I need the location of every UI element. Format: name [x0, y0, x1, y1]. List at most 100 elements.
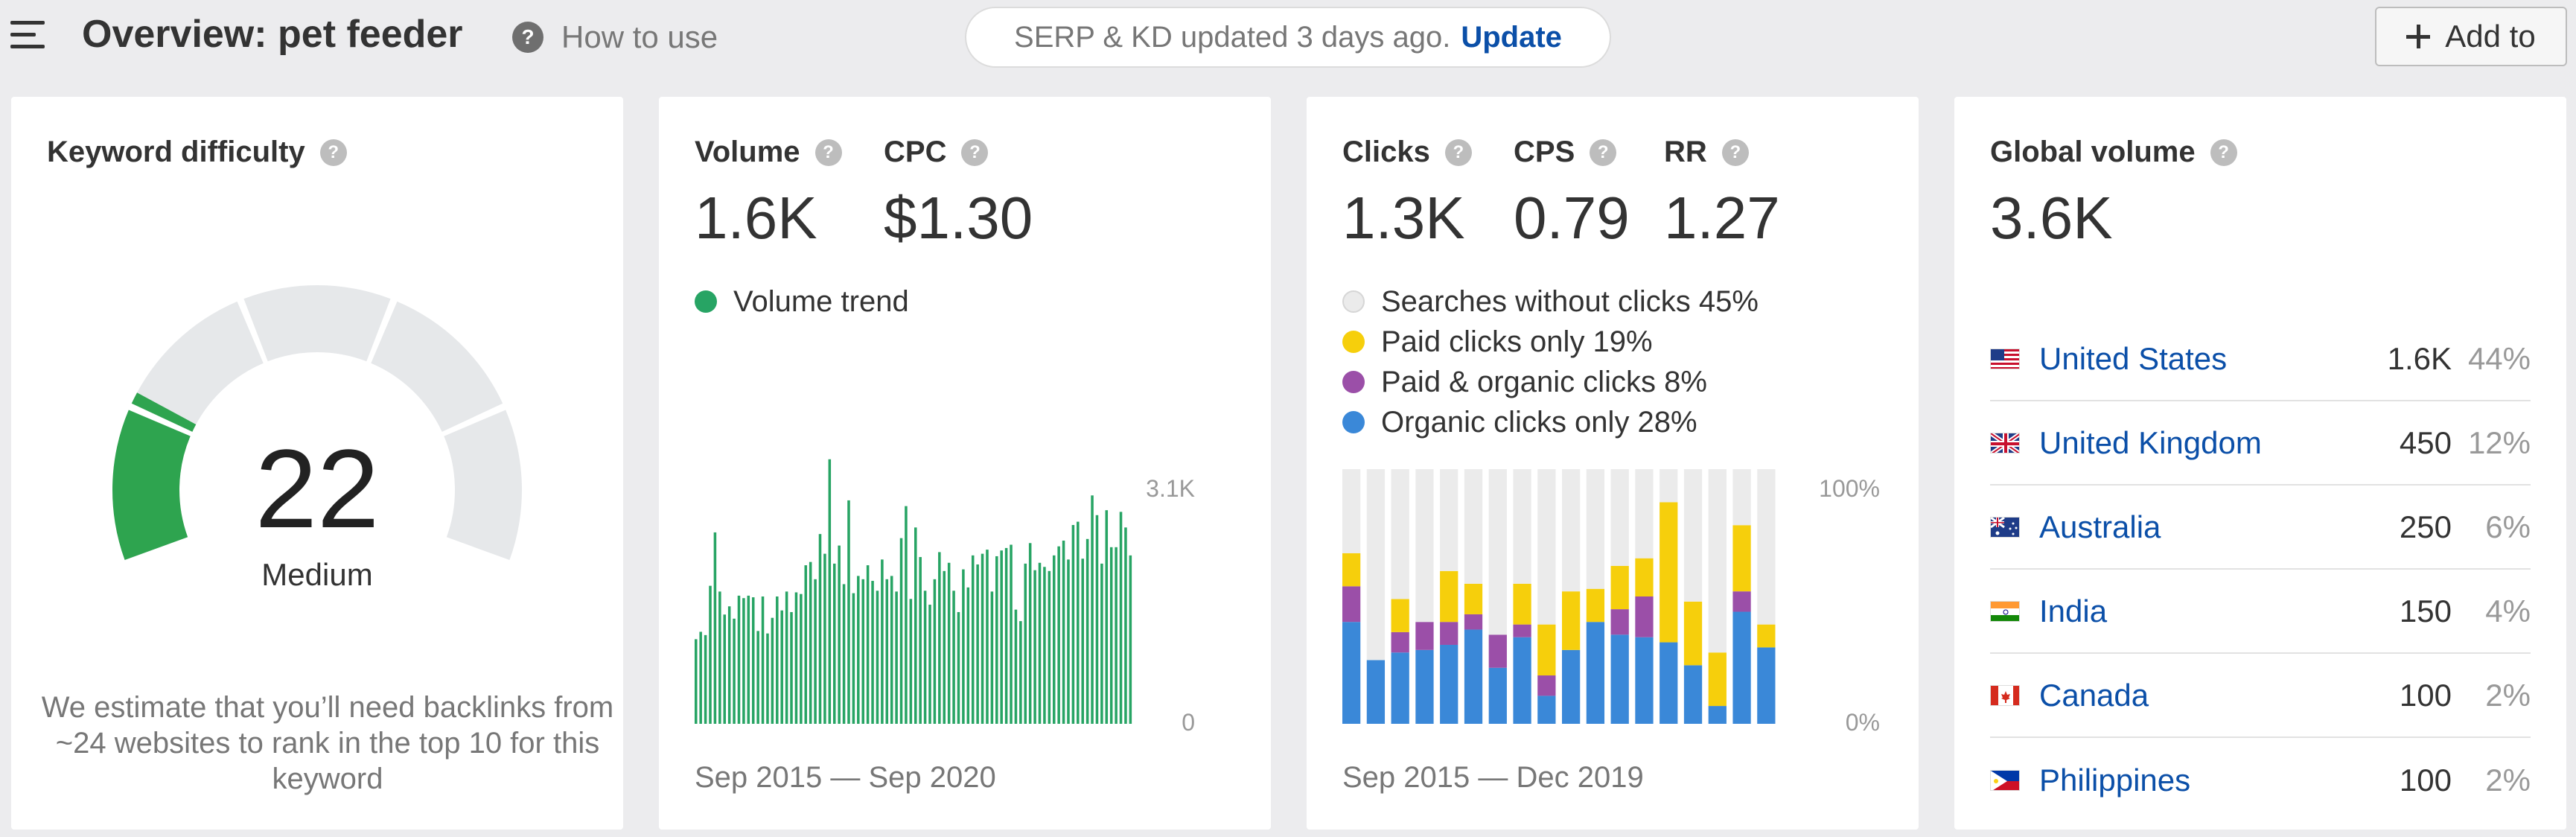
- no-clicks-segment[interactable]: [1342, 469, 1361, 553]
- country-name-link[interactable]: Australia: [2039, 509, 2161, 544]
- no-clicks-segment[interactable]: [1464, 469, 1483, 584]
- volume-bar[interactable]: [727, 606, 731, 724]
- volume-bar[interactable]: [990, 591, 994, 724]
- volume-bar[interactable]: [861, 579, 864, 724]
- volume-bar[interactable]: [899, 538, 903, 724]
- volume-bar[interactable]: [966, 587, 970, 724]
- volume-bar[interactable]: [986, 550, 989, 724]
- volume-bar[interactable]: [709, 585, 712, 724]
- volume-bar[interactable]: [800, 593, 803, 724]
- paid-organic-segment[interactable]: [1391, 631, 1409, 653]
- volume-bar[interactable]: [733, 618, 736, 724]
- volume-bar[interactable]: [938, 552, 941, 724]
- paid-organic-segment[interactable]: [1440, 622, 1458, 645]
- volume-bar[interactable]: [785, 591, 788, 724]
- volume-bar[interactable]: [976, 564, 979, 724]
- volume-bar[interactable]: [962, 569, 965, 724]
- volume-bar[interactable]: [1014, 609, 1018, 724]
- no-clicks-segment[interactable]: [1732, 469, 1751, 526]
- volume-bar[interactable]: [742, 598, 745, 724]
- paid-clicks-segment[interactable]: [1708, 652, 1727, 707]
- paid-clicks-segment[interactable]: [1513, 583, 1531, 625]
- volume-bar[interactable]: [776, 596, 779, 724]
- organic-clicks-segment[interactable]: [1683, 665, 1703, 724]
- paid-clicks-segment[interactable]: [1635, 558, 1654, 596]
- no-clicks-segment[interactable]: [1513, 469, 1531, 584]
- volume-bar[interactable]: [947, 562, 951, 724]
- volume-bar[interactable]: [766, 633, 769, 724]
- volume-bar[interactable]: [923, 591, 927, 724]
- organic-clicks-segment[interactable]: [1391, 652, 1409, 724]
- update-button[interactable]: Update: [1461, 20, 1562, 54]
- paid-organic-segment[interactable]: [1415, 622, 1434, 650]
- volume-bar[interactable]: [699, 631, 702, 724]
- no-clicks-segment[interactable]: [1757, 469, 1776, 625]
- organic-clicks-segment[interactable]: [1415, 649, 1434, 724]
- volume-bar[interactable]: [919, 557, 922, 724]
- volume-bar[interactable]: [761, 596, 765, 724]
- organic-clicks-segment[interactable]: [1464, 629, 1483, 724]
- volume-bar[interactable]: [1071, 525, 1075, 724]
- volume-bar[interactable]: [704, 634, 707, 724]
- organic-clicks-segment[interactable]: [1562, 649, 1581, 724]
- help-icon[interactable]: ?: [961, 139, 989, 166]
- organic-clicks-segment[interactable]: [1513, 637, 1531, 724]
- volume-bar[interactable]: [995, 556, 998, 724]
- hamburger-menu-icon[interactable]: [10, 21, 45, 49]
- organic-clicks-segment[interactable]: [1537, 696, 1556, 724]
- volume-bar[interactable]: [814, 579, 817, 724]
- paid-clicks-segment[interactable]: [1562, 591, 1581, 650]
- volume-bar[interactable]: [695, 639, 698, 724]
- volume-bar[interactable]: [852, 593, 855, 724]
- paid-clicks-segment[interactable]: [1586, 588, 1605, 623]
- volume-bar[interactable]: [1100, 563, 1103, 724]
- volume-bar[interactable]: [1033, 570, 1036, 724]
- country-name-link[interactable]: United States: [2039, 340, 2228, 376]
- volume-bar[interactable]: [957, 611, 960, 724]
- no-clicks-segment[interactable]: [1586, 469, 1605, 589]
- organic-clicks-segment[interactable]: [1708, 706, 1727, 724]
- volume-bar[interactable]: [1124, 527, 1127, 724]
- volume-bar[interactable]: [914, 527, 917, 724]
- no-clicks-segment[interactable]: [1537, 469, 1556, 625]
- volume-bar[interactable]: [909, 599, 913, 724]
- volume-bar[interactable]: [838, 545, 841, 724]
- volume-bar[interactable]: [905, 506, 908, 724]
- help-icon[interactable]: ?: [814, 139, 842, 166]
- volume-bar[interactable]: [1028, 543, 1032, 724]
- paid-clicks-segment[interactable]: [1732, 525, 1751, 592]
- paid-organic-segment[interactable]: [1464, 614, 1483, 630]
- help-icon[interactable]: ?: [319, 139, 347, 166]
- paid-clicks-segment[interactable]: [1660, 502, 1678, 643]
- volume-bar[interactable]: [1081, 558, 1084, 724]
- volume-bar[interactable]: [842, 584, 846, 724]
- volume-bar[interactable]: [952, 591, 955, 724]
- volume-bar[interactable]: [1048, 570, 1051, 724]
- paid-organic-segment[interactable]: [1537, 675, 1556, 696]
- volume-bar[interactable]: [1067, 559, 1070, 724]
- volume-bar[interactable]: [794, 592, 798, 724]
- country-name-link[interactable]: United Kingdom: [2039, 424, 2262, 460]
- organic-clicks-segment[interactable]: [1732, 611, 1751, 724]
- paid-clicks-segment[interactable]: [1464, 583, 1483, 614]
- volume-bar[interactable]: [1038, 562, 1042, 724]
- no-clicks-segment[interactable]: [1488, 469, 1507, 635]
- volume-bar[interactable]: [713, 532, 717, 724]
- add-to-button[interactable]: Add to: [2375, 7, 2567, 66]
- organic-clicks-segment[interactable]: [1488, 667, 1507, 724]
- volume-bar[interactable]: [1091, 495, 1094, 724]
- organic-clicks-segment[interactable]: [1440, 644, 1458, 724]
- paid-clicks-segment[interactable]: [1537, 624, 1556, 676]
- volume-bar[interactable]: [1010, 544, 1013, 725]
- volume-bar[interactable]: [933, 579, 937, 724]
- volume-bar[interactable]: [871, 581, 874, 724]
- organic-clicks-segment[interactable]: [1586, 622, 1605, 724]
- volume-bar[interactable]: [1129, 555, 1132, 724]
- volume-bar[interactable]: [823, 553, 826, 724]
- volume-bar[interactable]: [832, 563, 836, 724]
- volume-bar[interactable]: [943, 570, 946, 724]
- how-to-use-link[interactable]: ? How to use: [512, 19, 718, 55]
- country-name-link[interactable]: Philippines: [2039, 762, 2191, 798]
- volume-bar[interactable]: [771, 617, 774, 724]
- paid-organic-segment[interactable]: [1488, 634, 1507, 668]
